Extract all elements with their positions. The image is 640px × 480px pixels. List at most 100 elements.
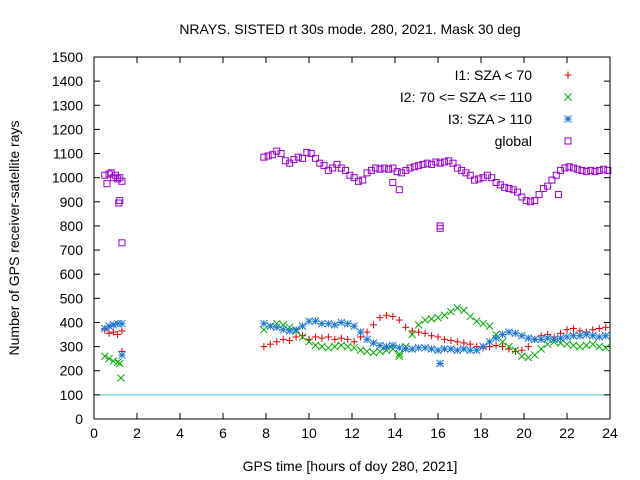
data-point-series-3 <box>472 346 481 355</box>
data-point-series-2 <box>117 374 125 382</box>
data-point-series-2 <box>382 346 391 355</box>
data-point-series-4 <box>320 162 328 170</box>
data-point-series-4 <box>115 199 123 207</box>
data-point-series-2 <box>537 345 546 353</box>
data-point-series-1 <box>114 331 122 339</box>
y-tick-label: 1300 <box>52 97 83 113</box>
data-point-series-4 <box>582 168 590 176</box>
y-tick-label: 1400 <box>52 73 83 89</box>
data-point-series-3 <box>563 333 571 341</box>
data-point-series-3 <box>485 337 494 346</box>
data-point-series-4 <box>569 164 577 172</box>
data-point-series-4 <box>535 191 543 199</box>
data-point-series-3 <box>434 346 442 355</box>
data-point-series-1 <box>105 329 113 337</box>
data-point-series-4 <box>496 181 504 189</box>
data-point-series-4 <box>342 166 350 174</box>
y-tick-label: 200 <box>60 363 84 379</box>
data-point-series-4 <box>578 166 586 174</box>
data-point-series-3 <box>337 318 346 327</box>
data-point-series-1 <box>299 332 307 340</box>
data-point-series-1 <box>595 325 603 332</box>
data-point-series-1 <box>279 335 287 343</box>
data-point-series-3 <box>279 325 288 334</box>
data-point-series-4 <box>107 169 115 177</box>
data-point-series-4 <box>552 171 560 179</box>
data-point-series-2 <box>105 354 113 363</box>
data-point-series-1 <box>260 343 268 351</box>
data-point-series-3 <box>356 328 365 336</box>
data-point-series-3 <box>401 345 410 353</box>
data-point-series-1 <box>382 311 390 319</box>
data-point-series-3 <box>582 330 591 339</box>
data-point-series-3 <box>453 346 462 355</box>
data-point-series-1 <box>569 325 577 332</box>
data-point-series-4 <box>277 150 285 158</box>
data-point-series-4 <box>273 147 281 155</box>
data-point-series-2 <box>498 337 507 346</box>
data-point-series-4 <box>372 164 380 172</box>
data-point-series-2 <box>395 352 404 361</box>
data-point-series-4 <box>458 166 466 174</box>
data-point-series-4 <box>393 168 401 176</box>
data-point-series-2 <box>595 342 604 351</box>
data-point-series-1 <box>331 335 339 343</box>
data-point-series-2 <box>492 330 500 339</box>
data-point-series-4 <box>264 152 272 160</box>
data-point-series-1 <box>118 327 126 335</box>
data-point-series-4 <box>483 171 491 179</box>
data-point-series-1 <box>389 312 397 320</box>
data-point-series-4 <box>359 176 367 184</box>
chart-title: NRAYS. SISTED rt 30s mode. 280, 2021. Ma… <box>179 21 520 37</box>
data-point-series-4 <box>428 160 436 168</box>
data-point-series-4 <box>539 185 547 193</box>
y-tick-label: 1200 <box>52 121 83 137</box>
data-point-series-4 <box>518 193 526 201</box>
data-point-series-3 <box>466 346 475 355</box>
data-point-series-4 <box>397 169 405 177</box>
data-point-series-4 <box>333 160 341 168</box>
data-point-series-3 <box>543 334 552 343</box>
data-point-series-1 <box>311 333 319 341</box>
data-point-series-3 <box>588 331 597 340</box>
data-point-series-4 <box>281 157 289 165</box>
x-tick-label: 4 <box>176 425 184 441</box>
data-point-series-3 <box>109 321 118 329</box>
data-point-series-4 <box>423 159 431 167</box>
x-tick-label: 8 <box>262 425 270 441</box>
data-point-series-1 <box>350 338 358 346</box>
legend-marker <box>564 93 572 101</box>
data-point-series-4 <box>526 198 534 206</box>
data-point-series-4 <box>346 171 354 179</box>
data-point-series-2 <box>588 340 597 349</box>
x-axis-label: GPS time [hours of doy 280, 2021] <box>243 458 458 474</box>
data-point-series-4 <box>471 176 479 184</box>
data-point-series-1 <box>344 335 352 343</box>
data-point-series-2 <box>530 351 539 359</box>
data-point-series-2 <box>363 347 371 356</box>
data-point-series-3 <box>388 341 397 350</box>
data-point-series-4 <box>501 183 509 191</box>
data-point-series-3 <box>376 341 384 350</box>
data-point-series-1 <box>524 343 532 351</box>
data-point-series-2 <box>485 322 494 330</box>
x-tick-label: 20 <box>516 425 532 441</box>
x-tick-label: 16 <box>430 425 446 441</box>
data-point-series-1 <box>589 326 597 334</box>
data-point-series-4 <box>260 153 268 161</box>
data-point-series-4 <box>116 174 124 182</box>
data-point-series-4 <box>531 197 539 205</box>
y-tick-label: 700 <box>60 242 84 258</box>
data-point-series-4 <box>561 164 569 172</box>
data-point-series-3 <box>363 335 371 344</box>
data-point-series-4 <box>466 171 474 179</box>
data-point-series-4 <box>432 158 440 166</box>
data-point-series-1 <box>376 314 384 322</box>
data-point-series-4 <box>462 169 470 177</box>
data-point-series-2 <box>543 340 552 349</box>
data-point-series-1 <box>453 338 461 346</box>
data-point-series-3 <box>595 333 604 341</box>
data-point-series-2 <box>376 347 384 356</box>
data-point-series-4 <box>445 157 453 165</box>
legend-label: I3: SZA > 110 <box>448 111 532 127</box>
